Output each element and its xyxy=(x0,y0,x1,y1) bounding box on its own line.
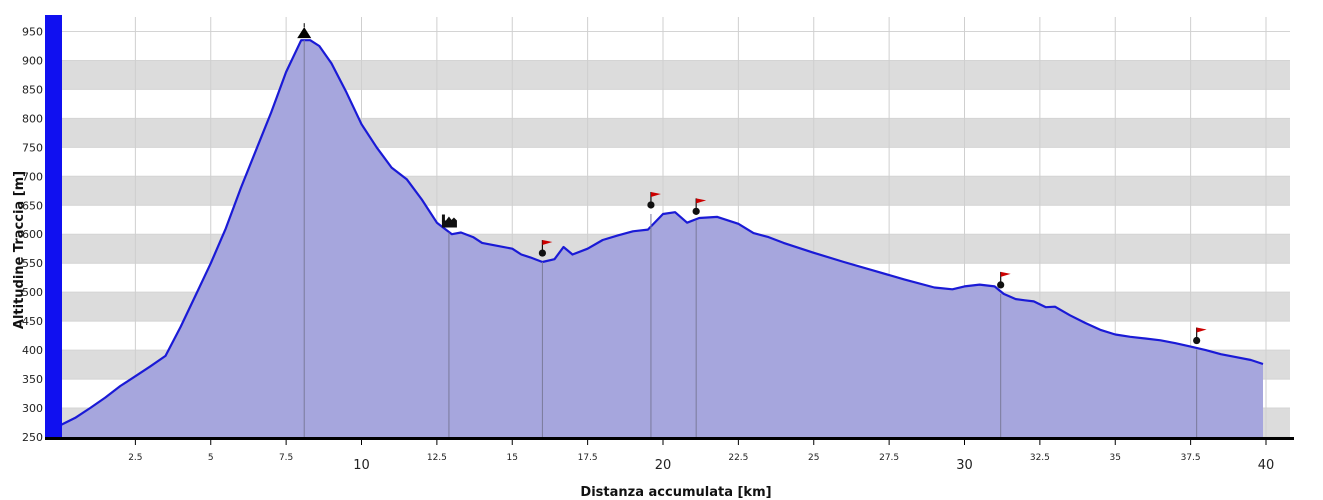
x-tick-label: 17.5 xyxy=(578,453,598,463)
x-tick-label: 10 xyxy=(353,458,370,473)
village-icon xyxy=(441,214,457,228)
grid-band xyxy=(60,60,1290,90)
x-tick-label: 7.5 xyxy=(279,453,293,463)
y-tick-label: 600 xyxy=(22,228,43,241)
x-tick-label: 5 xyxy=(208,453,214,463)
y-tick-label: 950 xyxy=(22,25,43,38)
x-tick-label: 2.5 xyxy=(128,453,142,463)
y-tick-label: 450 xyxy=(22,315,43,328)
waypoint-markers xyxy=(297,23,1207,345)
waypoint-droplines xyxy=(303,40,1198,437)
y-tick-label: 850 xyxy=(22,83,43,96)
y-tick-label: 400 xyxy=(22,344,43,357)
flag-icon xyxy=(1193,327,1207,345)
y-tick-labels: 250 300 350 400 450 500 550 600 650 700 750 800 850 9… xyxy=(22,25,43,444)
x-tick-label: 12.5 xyxy=(427,453,447,463)
elevation-line xyxy=(59,39,1264,427)
x-tick-label: 25 xyxy=(808,453,819,463)
flag-icon xyxy=(692,198,707,215)
x-tick-label: 22.5 xyxy=(728,453,748,463)
flag-icon xyxy=(647,191,661,209)
y-tick-label: 500 xyxy=(22,286,43,299)
y-tick-label: 650 xyxy=(22,199,43,212)
x-tick-label: 37.5 xyxy=(1181,453,1201,463)
y-tick-label: 800 xyxy=(22,112,43,125)
x-tick-label: 32.5 xyxy=(1030,453,1050,463)
y-axis-bar xyxy=(45,15,62,439)
y-tick-label: 750 xyxy=(22,141,43,154)
x-tick-label: 15 xyxy=(507,453,518,463)
x-tick-label: 40 xyxy=(1258,458,1275,473)
flag-icon xyxy=(538,240,553,257)
y-tick-label: 550 xyxy=(22,257,43,270)
y-tick-label: 700 xyxy=(22,170,43,183)
x-tick-label: 30 xyxy=(956,458,973,473)
y-axis-label: Altitudine Traccia [m] xyxy=(12,171,27,329)
x-tick-labels: 2.5 5 7.5 10 12.5 15 17.5 20 22.5 25 27.5 30 32.5 35 3… xyxy=(128,440,1274,473)
grid-band xyxy=(60,118,1290,148)
y-tick-label: 250 xyxy=(22,431,43,444)
y-tick-label: 350 xyxy=(22,373,43,386)
elevation-area xyxy=(60,40,1263,437)
x-tick-label: 27.5 xyxy=(879,453,899,463)
y-tick-label: 300 xyxy=(22,402,43,415)
x-tick-label: 35 xyxy=(1110,453,1121,463)
flag-icon xyxy=(997,271,1011,289)
y-tick-label: 900 xyxy=(22,54,43,67)
x-axis-label: Distanza accumulata [km] xyxy=(580,485,771,500)
summit-icon xyxy=(297,23,312,39)
x-tick-label: 20 xyxy=(655,458,672,473)
